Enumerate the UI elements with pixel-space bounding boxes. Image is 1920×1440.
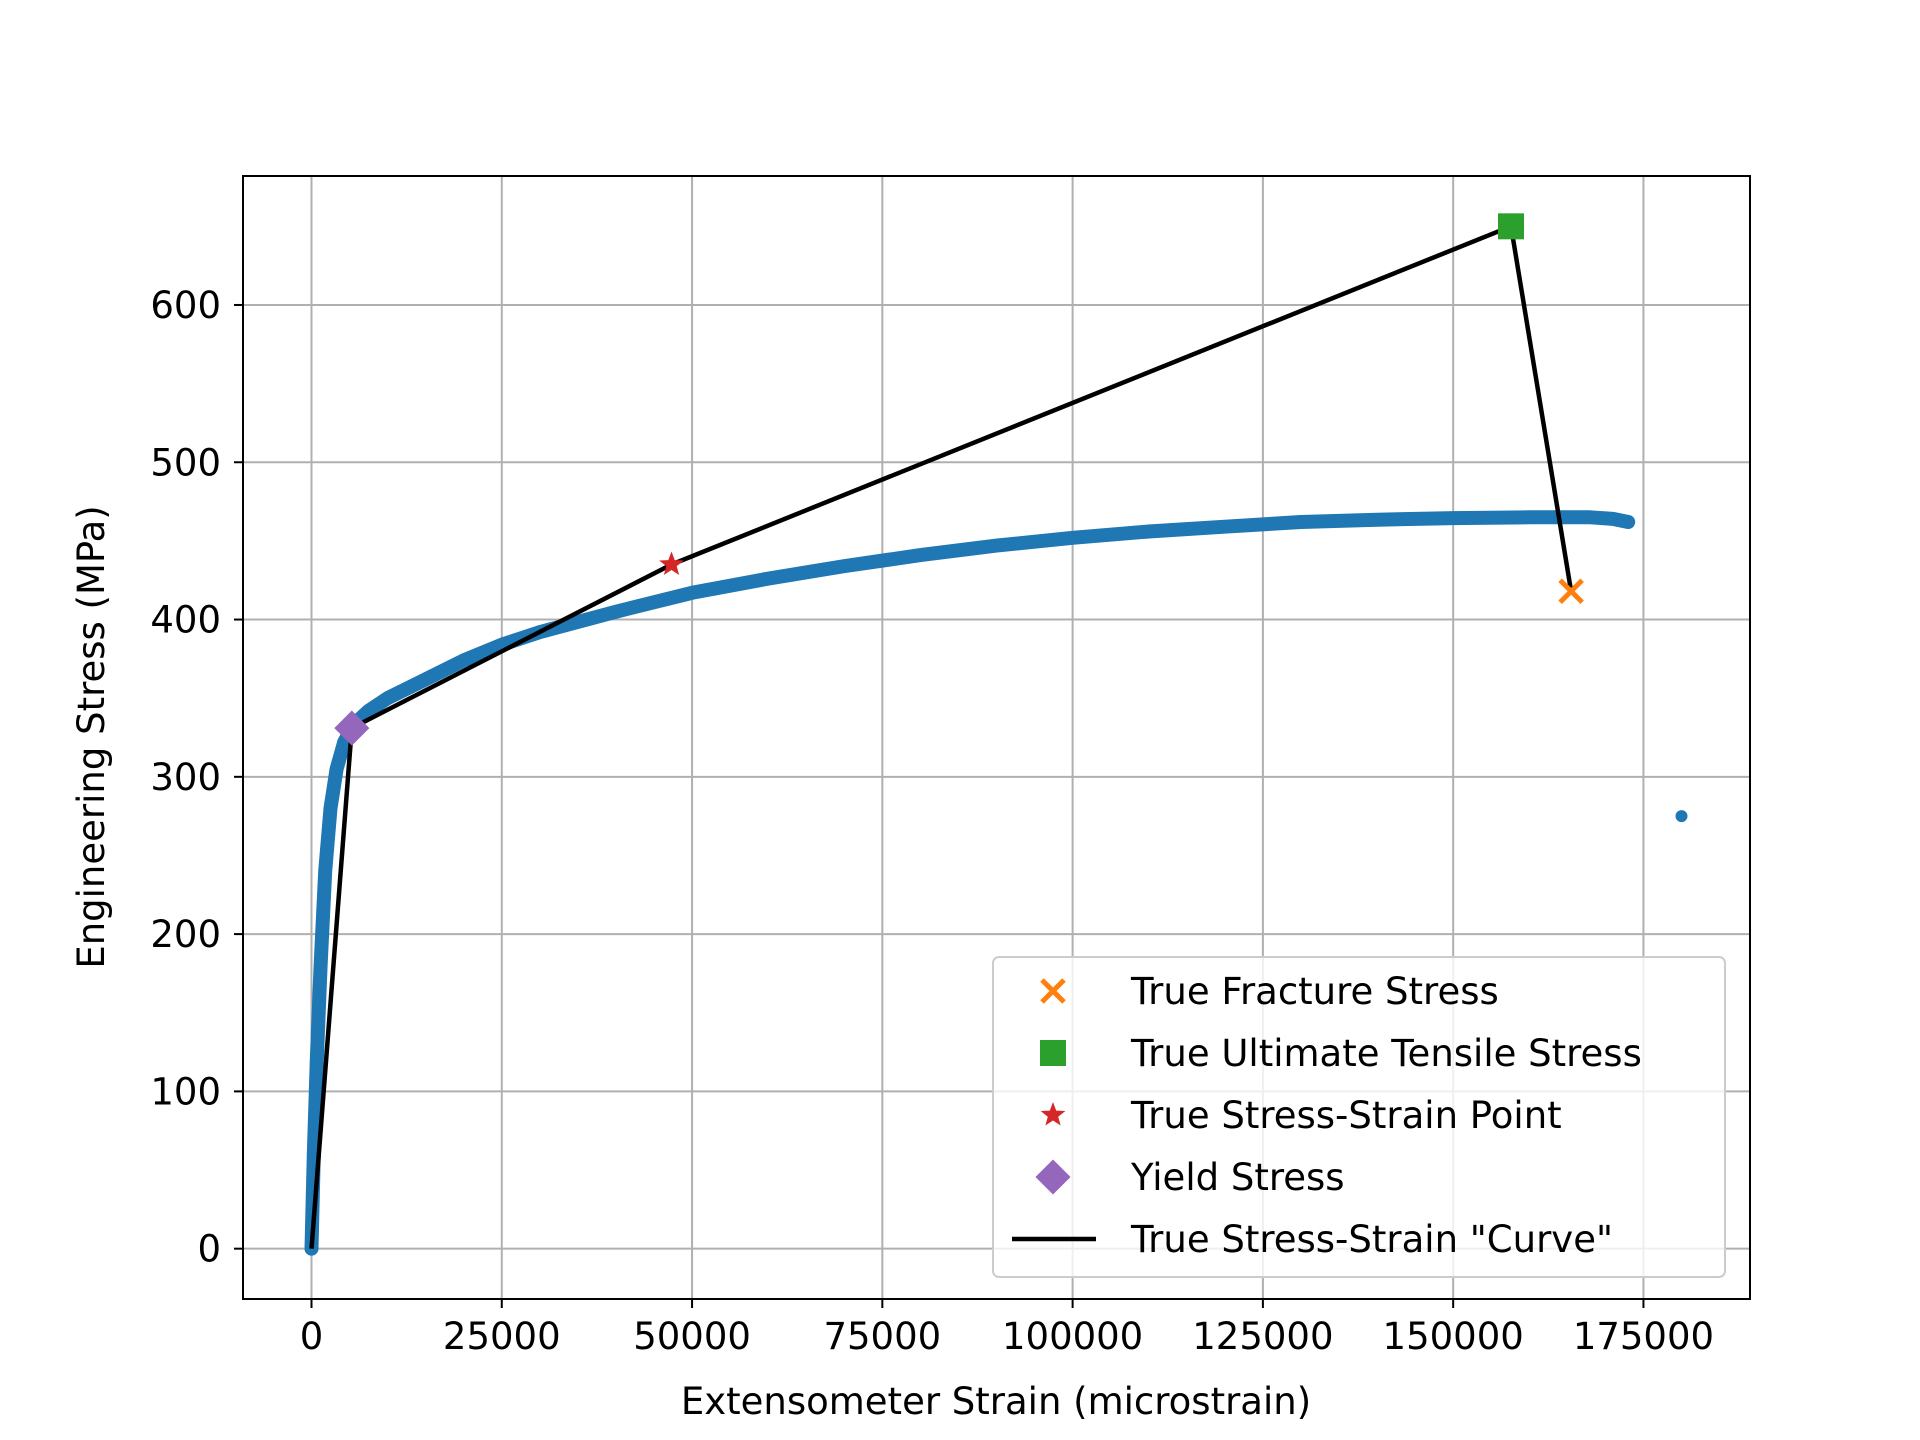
legend-marker-x-stroke (1040, 978, 1066, 1004)
x-tick-label: 125000 (1192, 1315, 1333, 1358)
plot-frame (242, 175, 1751, 1300)
legend-box (992, 956, 1726, 1278)
plot-data (304, 213, 1688, 1256)
x-tick-label: 175000 (1573, 1315, 1714, 1358)
x-tick-label: 150000 (1383, 1315, 1524, 1358)
engineering-stress-strain-data (304, 510, 1636, 1256)
y-tick-label: 0 (197, 1228, 221, 1271)
y-tick-label: 200 (150, 913, 221, 956)
legend-label: True Fracture Stress (1130, 970, 1499, 1013)
y-tick-label: 600 (150, 284, 221, 327)
axis-ticks: 0 25000 50000 75000 100000 125000 150000 175000… (150, 284, 1714, 1358)
y-tick-label: 400 (150, 599, 221, 642)
x-tick-label: 75000 (823, 1315, 941, 1358)
x-tick-label: 100000 (1002, 1315, 1143, 1358)
y-axis-label: Engineering Stress (MPa) (70, 505, 113, 968)
fracture-stress-marker (1558, 578, 1584, 604)
legend-marker-x (1040, 978, 1066, 1004)
outlier-data-point (1675, 810, 1688, 823)
ultimate-tensile-stress-marker (1498, 213, 1525, 240)
legend-label: True Ultimate Tensile Stress (1130, 1032, 1642, 1075)
legend-marker-star (1040, 1102, 1066, 1126)
stress-strain-point-marker (659, 551, 684, 576)
legend: True Fracture Stress True Ultimate Tensil… (992, 956, 1726, 1278)
fracture-stress-marker-stroke (1558, 578, 1584, 604)
x-tick-label: 0 (300, 1315, 324, 1358)
y-tick-label: 500 (150, 441, 221, 484)
x-tick-label: 50000 (633, 1315, 751, 1358)
yield-stress-marker (334, 710, 370, 746)
legend-marker-diamond (1035, 1159, 1071, 1195)
legend-label: True Stress-Strain "Curve" (1130, 1218, 1613, 1261)
x-tick-label: 25000 (443, 1315, 561, 1358)
legend-label: Yield Stress (1130, 1156, 1345, 1199)
legend-label: True Stress-Strain Point (1130, 1094, 1562, 1137)
legend-marker-square (1040, 1040, 1066, 1066)
y-tick-label: 100 (150, 1070, 221, 1113)
x-axis-label: Extensometer Strain (microstrain) (681, 1380, 1311, 1423)
y-tick-label: 300 (150, 756, 221, 799)
